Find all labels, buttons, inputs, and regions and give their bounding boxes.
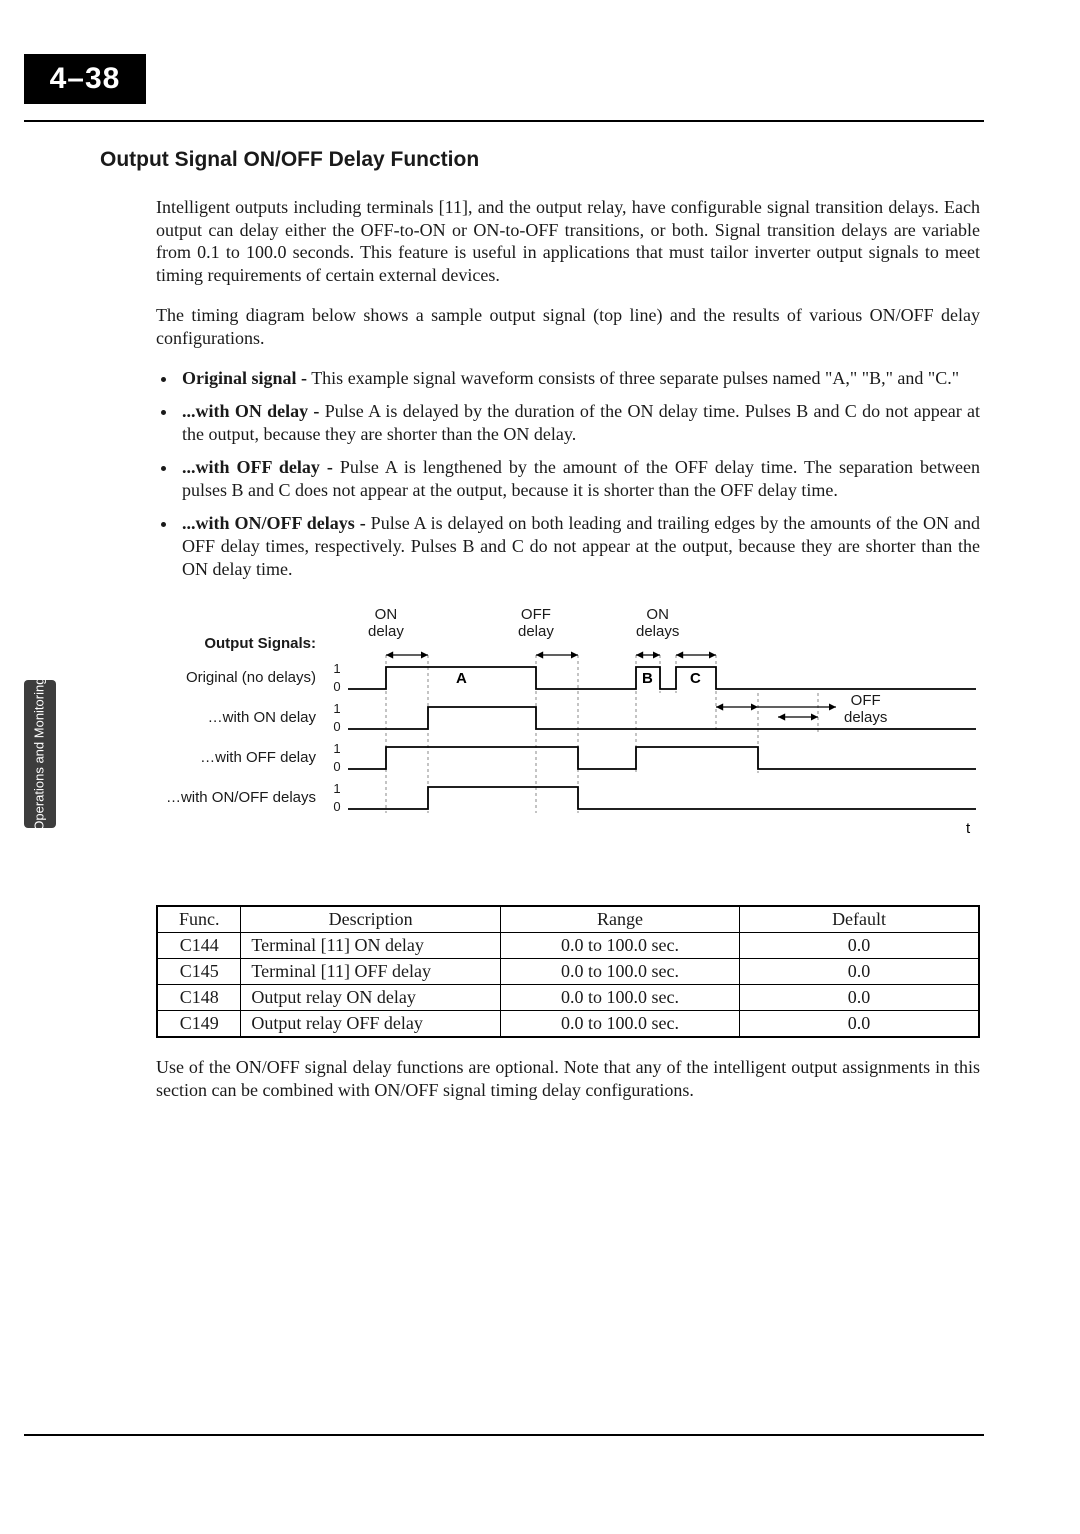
bullet-head: ...with ON delay - <box>182 401 319 421</box>
cell-func: C144 <box>157 933 241 959</box>
cell-range: 0.0 to 100.0 sec. <box>500 959 739 985</box>
level-0: 0 <box>332 759 342 774</box>
bullet-on-delay: ...with ON delay - Pulse A is delayed by… <box>178 400 980 446</box>
bullet-head: ...with ON/OFF delays - <box>182 513 366 533</box>
row-label-on: …with ON delay <box>156 709 316 726</box>
level-1: 1 <box>332 661 342 676</box>
diagram-svg: A B C t <box>348 607 976 857</box>
cell-range: 0.0 to 100.0 sec. <box>500 1011 739 1038</box>
paragraph-1: Intelligent outputs including terminals … <box>156 196 980 286</box>
col-func: Func. <box>157 906 241 933</box>
cell-desc: Terminal [11] OFF delay <box>241 959 500 985</box>
cell-desc: Output relay ON delay <box>241 985 500 1011</box>
table-row: C149 Output relay OFF delay 0.0 to 100.0… <box>157 1011 979 1038</box>
cell-default: 0.0 <box>740 933 979 959</box>
col-desc: Description <box>241 906 500 933</box>
diagram-header: Output Signals: <box>156 635 316 652</box>
content: Output Signal ON/OFF Delay Function Inte… <box>100 148 980 1119</box>
table-header-row: Func. Description Range Default <box>157 906 979 933</box>
table-row: C148 Output relay ON delay 0.0 to 100.0 … <box>157 985 979 1011</box>
cell-func: C148 <box>157 985 241 1011</box>
cell-desc: Terminal [11] ON delay <box>241 933 500 959</box>
level-1: 1 <box>332 741 342 756</box>
pulse-b: B <box>642 670 653 687</box>
row-label-onoff: …with ON/OFF delays <box>156 789 316 806</box>
cell-desc: Output relay OFF delay <box>241 1011 500 1038</box>
bullet-head: ...with OFF delay - <box>182 457 333 477</box>
cell-func: C149 <box>157 1011 241 1038</box>
top-rule <box>24 120 984 122</box>
bullet-off-delay: ...with OFF delay - Pulse A is lengthene… <box>178 456 980 502</box>
col-default: Default <box>740 906 979 933</box>
pulse-c: C <box>690 670 701 687</box>
table-row: C144 Terminal [11] ON delay 0.0 to 100.0… <box>157 933 979 959</box>
side-tab: Operations and Monitoring <box>24 680 56 828</box>
bullet-list: Original signal - This example signal wa… <box>156 367 980 581</box>
col-range: Range <box>500 906 739 933</box>
cell-func: C145 <box>157 959 241 985</box>
cell-default: 0.0 <box>740 1011 979 1038</box>
cell-default: 0.0 <box>740 959 979 985</box>
row-label-off: …with OFF delay <box>156 749 316 766</box>
dash-lines <box>386 655 818 813</box>
timing-diagram: ON delay OFF delay ON delays OFF delays … <box>156 607 976 857</box>
cell-default: 0.0 <box>740 985 979 1011</box>
level-0: 0 <box>332 679 342 694</box>
row-label-original: Original (no delays) <box>156 669 316 686</box>
level-0: 0 <box>332 719 342 734</box>
level-1: 1 <box>332 781 342 796</box>
cell-range: 0.0 to 100.0 sec. <box>500 933 739 959</box>
table-row: C145 Terminal [11] OFF delay 0.0 to 100.… <box>157 959 979 985</box>
pulse-a: A <box>456 670 467 687</box>
function-table: Func. Description Range Default C144 Ter… <box>156 905 980 1038</box>
paragraph-2: The timing diagram below shows a sample … <box>156 304 980 349</box>
bullet-head: Original signal - <box>182 368 307 388</box>
level-0: 0 <box>332 799 342 814</box>
paragraph-3: Use of the ON/OFF signal delay functions… <box>156 1056 980 1101</box>
page-number-box: 4–38 <box>24 54 146 104</box>
bullet-original: Original signal - This example signal wa… <box>178 367 980 390</box>
bottom-rule <box>24 1434 984 1436</box>
level-1: 1 <box>332 701 342 716</box>
axis-t: t <box>966 820 971 837</box>
side-tab-label: Operations and Monitoring <box>33 677 47 830</box>
section-title: Output Signal ON/OFF Delay Function <box>100 148 980 172</box>
bullet-text: This example signal waveform consists of… <box>307 368 959 388</box>
cell-range: 0.0 to 100.0 sec. <box>500 985 739 1011</box>
bullet-onoff-delays: ...with ON/OFF delays - Pulse A is delay… <box>178 512 980 581</box>
